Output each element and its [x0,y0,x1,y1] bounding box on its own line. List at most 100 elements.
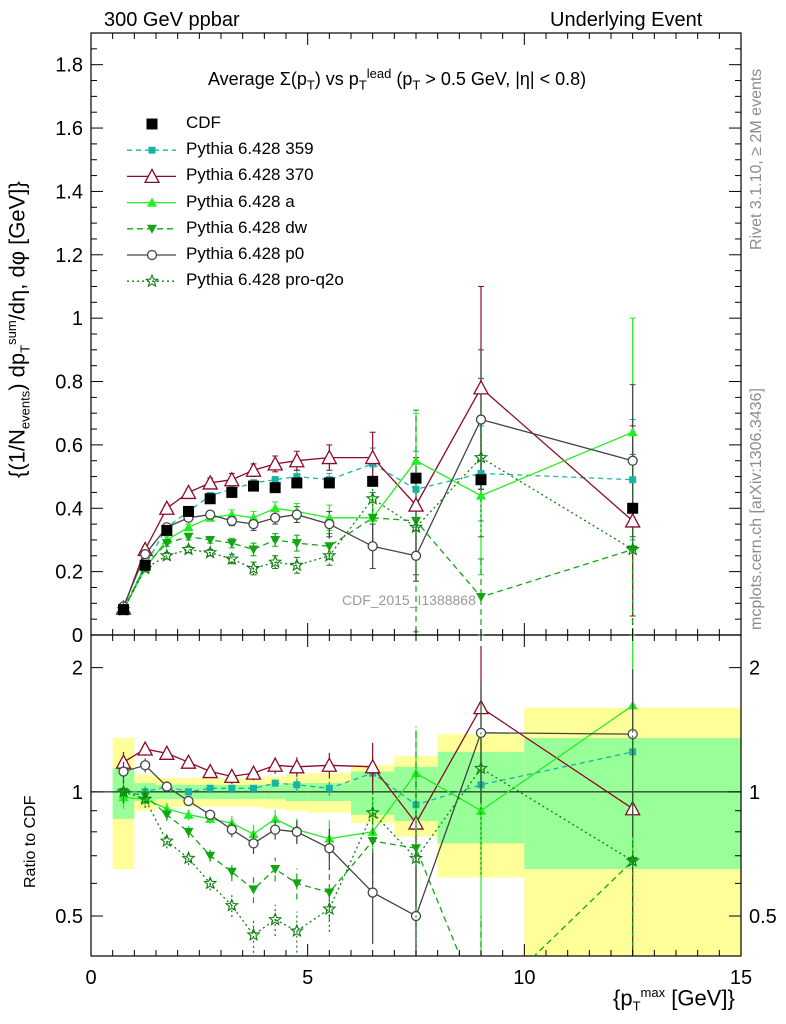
cdf-data-point [161,524,173,536]
cdf-data-point [226,486,238,498]
ratio-series-point [625,853,640,868]
y-tick-label: 0.4 [55,498,83,520]
main-series-point [293,473,301,481]
main-series-point [270,512,281,523]
cdf-data-point [139,559,151,571]
x-axis-label: {pTmax [GeV]} [613,985,735,1014]
main-series-point [367,541,378,552]
y-tick-label: 0 [72,625,83,647]
ratio-series-point [158,744,175,760]
legend-markers [127,118,176,288]
cdf-data-point [248,480,259,492]
main-series-point [226,539,237,549]
main-series-point [159,548,174,562]
y-axis-label-main: {(1/Nevents) dpTsum/dη, dφ [GeV]} [4,181,33,478]
legend-entry: Pythia 6.428 370 [186,165,314,185]
ratio-series-point [364,758,381,774]
ratio-series-point [183,809,194,819]
ratio-series-point [183,827,194,837]
main-series-point [324,512,335,522]
ratio-series-point [116,784,131,798]
ratio-series-point [267,756,284,772]
ratio-series-point [161,781,172,792]
main-series-point [183,532,194,542]
ratio-series-point [140,760,151,771]
cdf-data-point [204,493,216,505]
legend-entry: Pythia 6.428 359 [186,139,314,159]
main-series-point [476,592,486,602]
main-series-point [324,542,335,552]
cdf-data-point [410,472,422,484]
ratio-series-point [185,788,192,796]
header-left: 300 GeV ppbar [104,9,240,31]
ratio-series-point [248,885,259,895]
main-series-point [412,485,420,493]
data-uncertainty-bands [112,707,741,956]
legend-entry: Pythia 6.428 p0 [186,244,305,263]
ratio-series-point [202,763,219,779]
ratio-series-point [322,901,337,916]
main-series-point [367,513,378,523]
ratio-tick-label: 1 [749,782,760,804]
main-series-point [270,535,281,545]
legend-entry: Pythia 6.428 pro-q2o [186,270,344,290]
ratio-series-line [123,767,634,936]
ratio-series-point [367,887,378,898]
main-series-point [268,554,283,569]
main-series-point [477,469,485,477]
main-series-point [226,515,237,527]
y-tick-label: 1.2 [55,245,83,267]
ratio-series-point [223,768,240,784]
main-series-point [203,545,218,559]
ratio-series-point [181,850,196,865]
ratio-tick-label: 1 [72,782,83,804]
main-series-line [122,456,634,611]
main-series-point [140,549,151,560]
ratio-series-point [159,833,174,848]
main-series-point [472,379,490,395]
ratio-series-point [293,781,301,789]
main-series-point [410,550,422,561]
ratio-series-point [289,923,304,938]
cdf-data-point [475,474,487,486]
ratio-tick-label: 2 [72,658,83,680]
ratio-series-point [245,764,262,780]
ratio-series-point [138,791,153,806]
main-series-point [248,512,259,522]
ratio-series-point [161,810,172,820]
series-markers [115,379,641,616]
analysis-watermark: CDF_2015_I1388868 [342,592,476,608]
x-tick-label: 10 [513,967,535,989]
main-series-point [202,474,219,490]
main-series-point [365,491,380,505]
main-series-point [288,452,305,468]
ratio-series-point [367,837,378,847]
legend-marker [143,168,161,184]
cdf-data-point [367,475,379,487]
ratio-series-point [180,753,197,769]
main-series-point [246,560,261,575]
main-series-point [161,539,172,549]
y-tick-label: 0.2 [55,562,83,584]
cdf-data-point [183,505,194,517]
ratio-series-point [226,867,237,877]
ratio-series-point [270,824,281,835]
main-series-line [122,463,633,610]
main-series-point [408,519,424,534]
ratio-series-point [183,795,194,807]
main-series-point [248,518,259,530]
main-series-point [625,542,640,556]
y-tick-label: 1 [72,308,83,330]
main-series-point [407,496,425,512]
main-series-point [226,509,237,519]
main-series-point [624,512,641,528]
legend-marker [147,224,157,234]
main-series-point [271,476,279,484]
main-series-point [291,539,302,549]
rivet-label: Rivet 3.1.10, ≥ 2M events [748,68,765,250]
chart-title: Average Σ(pT) vs pTlead (pT > 0.5 GeV, |… [208,66,587,93]
main-series-point [322,548,337,562]
ratio-series-point [476,805,486,815]
x-tick-label: 15 [730,967,752,989]
ratio-series-point [228,784,236,792]
